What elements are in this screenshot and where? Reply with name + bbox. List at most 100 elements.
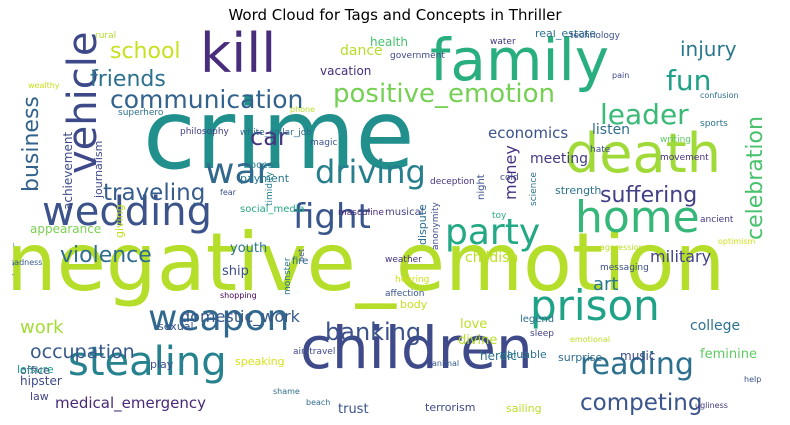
- word-beach: beach: [306, 398, 330, 407]
- word-military: military: [650, 247, 711, 266]
- word-dispute: dispute: [416, 204, 429, 245]
- word-sports: sports: [700, 119, 728, 129]
- word-musical: musical: [385, 207, 423, 218]
- word-pet: pet: [297, 249, 306, 262]
- word-dance: dance: [340, 43, 383, 59]
- word-prison: prison: [530, 281, 660, 330]
- word-night: night: [476, 174, 487, 200]
- word-fight: fight: [293, 197, 371, 237]
- word-sailing: sailing: [506, 402, 542, 415]
- word-masculine: masculine: [338, 208, 384, 218]
- word-help: help: [744, 375, 761, 384]
- word-celebration: celebration: [743, 116, 768, 240]
- word-party: party: [445, 212, 540, 253]
- word-strength: strength: [555, 184, 601, 197]
- word-children: children: [300, 314, 533, 382]
- word-crime: crime: [143, 79, 415, 191]
- word-shape-and-size: shape_and_size: [12, 227, 14, 290]
- word-philosophy: philosophy: [180, 127, 230, 137]
- word-pain: pain: [612, 71, 629, 80]
- word-deception: deception: [430, 177, 475, 187]
- word-toy: toy: [492, 211, 507, 221]
- word-health: health: [370, 35, 408, 49]
- word-war: war: [205, 151, 272, 192]
- word-reading: reading: [580, 347, 694, 382]
- word-home: home: [575, 192, 700, 243]
- word-car: car: [250, 123, 288, 151]
- word-timidity: timidity: [265, 171, 275, 206]
- word-feminine: feminine: [700, 347, 757, 362]
- word-competing: competing: [580, 390, 702, 416]
- word-school: school: [110, 39, 181, 64]
- word-listen: listen: [592, 122, 630, 138]
- word-cold: cold: [500, 173, 519, 183]
- word-weather: weather: [385, 255, 422, 265]
- word-superhero: superhero: [118, 108, 164, 118]
- word-sexual: sexual: [158, 320, 194, 333]
- word-driving: driving: [315, 153, 426, 191]
- word-shame: shame: [273, 387, 300, 396]
- word-stealing: stealing: [68, 339, 227, 385]
- word-aggression: aggression: [600, 243, 644, 252]
- word-injury: injury: [680, 37, 737, 61]
- word-business: business: [19, 96, 44, 192]
- word-art: art: [593, 274, 619, 295]
- word-confusion: confusion: [700, 91, 739, 100]
- word-kill: kill: [200, 30, 276, 85]
- word-occupation: occupation: [30, 341, 135, 363]
- word-traveling: traveling: [103, 180, 205, 206]
- word-weapon: weapon: [148, 298, 289, 339]
- word-play: play: [150, 358, 174, 371]
- word-white-collar-job: white_collar_job: [240, 128, 312, 138]
- word-shopping: shopping: [220, 291, 257, 300]
- word-speaking: speaking: [235, 355, 285, 368]
- word-positive-emotion: positive_emotion: [333, 79, 555, 109]
- word-childish: childish: [465, 250, 518, 266]
- word-appearance: appearance: [30, 222, 101, 236]
- word-legend: legend: [520, 314, 554, 325]
- word-phone: phone: [290, 105, 315, 114]
- word-friends: friends: [90, 67, 166, 92]
- word-violence: violence: [60, 243, 152, 268]
- word-real-estate: real_estate: [535, 30, 596, 40]
- word-love: love: [460, 317, 487, 332]
- word-trust: trust: [338, 402, 369, 416]
- word-technology: technology: [570, 31, 621, 41]
- word-emotional: emotional: [570, 335, 610, 344]
- word-magic: magic: [310, 138, 337, 148]
- word-college: college: [690, 318, 740, 334]
- word-office: office: [20, 364, 50, 377]
- word-achievement: achievement: [61, 132, 75, 210]
- word-fun: fun: [666, 64, 711, 97]
- word-economics: economics: [488, 124, 568, 142]
- word-government: government: [390, 51, 445, 61]
- word-hipster: hipster: [20, 374, 62, 388]
- word-medical-emergency: medical_emergency: [55, 394, 206, 413]
- word-rural: rural: [95, 31, 116, 41]
- word-ugliness: ugliness: [695, 401, 728, 410]
- word-death: death: [565, 122, 721, 185]
- word-surprise: surprise: [558, 351, 603, 364]
- word-wealthy: wealthy: [28, 81, 60, 90]
- word-writing: writing: [660, 135, 691, 145]
- word-water: water: [490, 37, 516, 47]
- word-work: work: [20, 317, 64, 338]
- chart-title: Word Cloud for Tags and Concepts in Thri…: [228, 6, 562, 24]
- word-cloud: crime negative_emotion children family death…: [12, 30, 779, 416]
- word-leader: leader: [600, 98, 689, 131]
- word-air-travel: air_travel: [293, 347, 335, 357]
- word-affection: affection: [385, 289, 424, 299]
- word-hate: hate: [590, 145, 611, 155]
- word-communication: communication: [110, 85, 303, 114]
- word-monster: monster: [283, 257, 293, 295]
- word-music: music: [620, 349, 655, 363]
- word-anonymity: anonymity: [431, 201, 441, 250]
- word-suffering: suffering: [600, 183, 697, 208]
- word-hearing: hearing: [395, 275, 429, 285]
- word-negative-emotion: negative_emotion: [12, 216, 725, 309]
- word-vacation: vacation: [320, 64, 371, 78]
- word-meeting: meeting: [530, 151, 588, 167]
- word-vehicle: vehicle: [60, 32, 106, 174]
- word-journalism: journalism: [92, 141, 105, 199]
